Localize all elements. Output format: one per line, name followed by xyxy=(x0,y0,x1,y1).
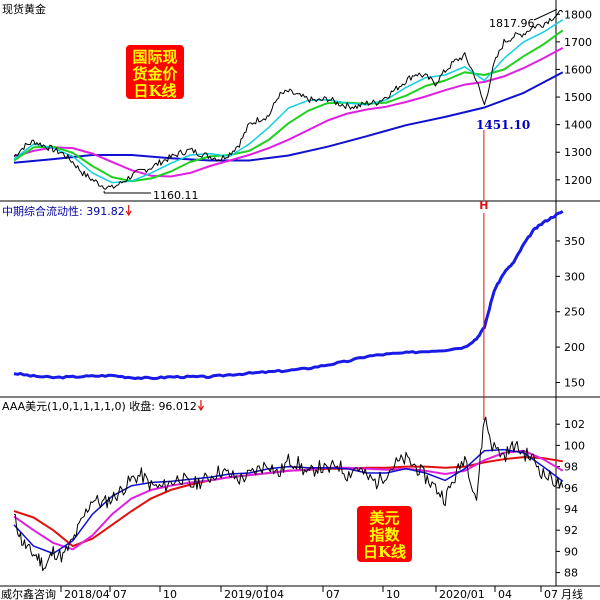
low-annotation: 1160.11 xyxy=(153,189,199,202)
y-tick-label: 300 xyxy=(564,270,585,283)
gold-price-series-line xyxy=(13,9,564,190)
high-annotation-leader xyxy=(533,8,558,21)
panel-frames xyxy=(0,0,600,587)
y-tick-label: 100 xyxy=(564,439,585,452)
y-tick-label: 1300 xyxy=(564,146,592,159)
y-tick-label: 200 xyxy=(564,341,585,354)
x-tick-label: 04 xyxy=(270,588,284,600)
y-tick-label: 1200 xyxy=(564,174,592,187)
x-tick-label: 10 xyxy=(386,588,400,600)
y-tick-label: 92 xyxy=(564,524,578,537)
y-tick-label: 350 xyxy=(564,235,585,248)
dxy-panel: 88 90 92 94 96 98 100 102 AAA美元(1,0,1,1,1,1,0) 收… xyxy=(2,399,585,580)
ma-blue-series-line xyxy=(13,71,564,164)
panel-title: 现货黄金 xyxy=(2,2,46,16)
gold-badge xyxy=(126,45,184,99)
panel-title: 中期综合流动性: 391.82 xyxy=(2,204,125,218)
x-axis: 2018/04 07 10 2019/01 04 07 10 2020/01 04 07威尔鑫咨询… xyxy=(1,586,583,600)
liquidity-series-line xyxy=(13,210,564,381)
x-tick-label: 2019/01 xyxy=(224,588,270,600)
dip-annotation: 1451.10 xyxy=(476,118,530,132)
x-tick-label: 07 xyxy=(544,588,558,600)
y-tick-label: 102 xyxy=(564,418,585,431)
ma-green-series-line xyxy=(13,29,564,183)
y-tick-label: 1800 xyxy=(564,8,592,21)
x-tick-label: 10 xyxy=(163,588,177,600)
ma-blue-series-line xyxy=(13,448,564,555)
gold-badge-text: 货金价 xyxy=(132,65,178,83)
x-tick-label: 2020/01 xyxy=(439,588,485,600)
x-tick-label: 04 xyxy=(498,588,512,600)
liquidity-panel: 150 200 250 300 350 中期综合流动性: 391.82 xyxy=(2,204,585,390)
ma-magenta-series-line xyxy=(13,449,564,551)
y-tick-label: 1600 xyxy=(564,63,592,76)
x-tick-label: 07 xyxy=(113,588,127,600)
gold-panel: 1200 1300 1400 1500 1600 1700 1800 现货黄金国际现货金价日K… xyxy=(2,2,592,202)
down-arrow-icon-head xyxy=(125,210,132,217)
dxy-badge-text: 美元 xyxy=(369,509,399,527)
y-tick-label: 88 xyxy=(564,567,578,580)
gold-badge-text: 日K线 xyxy=(133,82,176,100)
x-tick-label: 07 xyxy=(326,588,340,600)
x-axis-unit: 月线 xyxy=(561,587,583,600)
dxy-badge-text: 指数 xyxy=(369,526,400,544)
y-tick-label: 98 xyxy=(564,461,578,474)
y-tick-label: 1400 xyxy=(564,119,592,132)
y-tick-label: 90 xyxy=(564,545,578,558)
y-tick-label: 1700 xyxy=(564,36,592,49)
event-marker: H xyxy=(479,130,489,420)
y-tick-label: 1500 xyxy=(564,91,592,104)
footer-credit: 威尔鑫咨询 xyxy=(1,587,56,600)
panel-title: AAA美元(1,0,1,1,1,1,0) 收盘: 96.012 xyxy=(2,399,197,413)
ma-magenta-series-line xyxy=(13,47,564,178)
y-tick-label: 250 xyxy=(564,306,585,319)
ma-cyan-series-line xyxy=(13,19,564,184)
dxy-badge-text: 日K线 xyxy=(363,543,406,561)
dxy-price-series-line xyxy=(13,416,564,572)
event-marker-label: H xyxy=(479,199,488,212)
dxy-badge xyxy=(357,506,412,562)
y-tick-label: 150 xyxy=(564,377,585,390)
down-arrow-icon-head xyxy=(197,405,204,412)
gold-badge-text: 国际现 xyxy=(132,48,177,66)
y-tick-label: 96 xyxy=(564,482,578,495)
y-tick-label: 94 xyxy=(564,503,578,516)
high-annotation: 1817.96 xyxy=(489,17,535,30)
x-tick-label: 2018/04 xyxy=(64,588,110,600)
